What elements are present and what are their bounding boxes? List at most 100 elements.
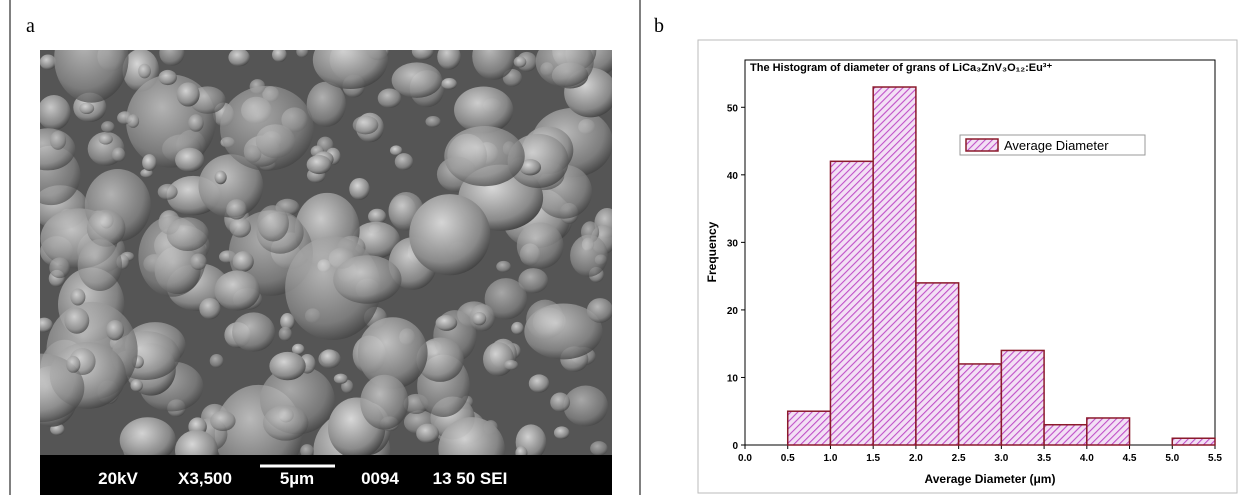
- histogram-bar: [1172, 438, 1215, 445]
- x-axis-label: Average Diameter (μm): [925, 472, 1056, 486]
- grain: [40, 54, 57, 69]
- x-tick-label: 0.5: [781, 453, 795, 464]
- grain: [101, 121, 115, 133]
- x-tick-label: 2.5: [952, 453, 966, 464]
- grain: [79, 103, 94, 114]
- y-tick-label: 30: [727, 238, 739, 249]
- grain: [232, 312, 275, 351]
- grain: [228, 49, 249, 67]
- y-tick-label: 10: [727, 373, 739, 384]
- grain: [269, 352, 305, 380]
- grain: [64, 307, 89, 333]
- grain: [263, 405, 308, 441]
- y-tick-label: 50: [727, 103, 739, 114]
- grain: [444, 126, 524, 186]
- grain: [442, 78, 458, 89]
- grain: [563, 386, 608, 427]
- grain: [437, 44, 461, 70]
- histogram-bar: [1087, 418, 1130, 445]
- grain: [483, 342, 514, 376]
- grain: [279, 327, 292, 341]
- grain: [159, 40, 184, 66]
- histogram-bar: [916, 283, 959, 445]
- grain: [518, 268, 548, 293]
- grain: [220, 86, 314, 171]
- grain: [130, 379, 142, 391]
- grain: [514, 56, 527, 67]
- grain: [307, 155, 332, 174]
- grain: [175, 148, 204, 172]
- grain: [229, 218, 251, 238]
- histogram-bar: [873, 87, 916, 445]
- grain: [333, 255, 401, 304]
- y-tick-label: 0: [732, 441, 738, 452]
- grain: [313, 31, 388, 89]
- legend-swatch: [966, 139, 998, 151]
- grain: [353, 116, 379, 135]
- grain: [587, 298, 613, 323]
- sem-info: 0094: [361, 469, 399, 488]
- grain: [214, 270, 260, 310]
- grain: [66, 356, 80, 373]
- histogram-bar: [788, 411, 831, 445]
- grain: [472, 33, 515, 80]
- histogram-bar: [1044, 425, 1087, 445]
- legend-label: Average Diameter: [1004, 138, 1109, 153]
- grain: [78, 239, 122, 291]
- grain: [167, 217, 209, 251]
- grain: [190, 254, 207, 270]
- y-tick-label: 20: [727, 306, 739, 317]
- grain: [106, 320, 124, 340]
- grain: [517, 222, 564, 268]
- grain: [210, 411, 235, 431]
- grain: [70, 288, 85, 305]
- grain: [504, 360, 518, 370]
- grain: [20, 128, 75, 170]
- grain: [554, 426, 570, 439]
- x-tick-label: 4.5: [1123, 453, 1137, 464]
- grain: [158, 184, 178, 200]
- grain: [158, 70, 176, 85]
- grain: [416, 424, 439, 444]
- grain: [35, 318, 52, 333]
- grain: [215, 171, 227, 185]
- histogram-bar: [830, 161, 873, 445]
- grain: [349, 178, 369, 200]
- grain: [590, 441, 607, 456]
- sem-info: 5µm: [280, 469, 314, 488]
- x-tick-label: 2.0: [909, 453, 923, 464]
- histogram-bar: [1001, 350, 1044, 445]
- grain: [360, 375, 408, 430]
- grain: [199, 298, 220, 319]
- chart-title: The Histogram of diameter of grans of Li…: [750, 62, 1052, 74]
- x-tick-label: 3.5: [1037, 453, 1051, 464]
- grain: [142, 154, 156, 171]
- grain: [226, 199, 247, 219]
- panel-label: b: [654, 15, 664, 37]
- grain: [395, 153, 413, 170]
- sem-info: 20kV: [98, 469, 138, 488]
- grain: [496, 261, 511, 272]
- sem-info: 13 50 SEI: [433, 469, 508, 488]
- grain: [54, 14, 128, 103]
- grain: [37, 95, 70, 130]
- x-tick-label: 1.0: [824, 453, 838, 464]
- grain: [99, 134, 113, 145]
- grain: [368, 209, 386, 224]
- grain: [49, 257, 70, 278]
- grain: [412, 42, 434, 59]
- grain: [550, 393, 570, 412]
- histogram-bar: [959, 364, 1002, 445]
- grain: [425, 116, 440, 127]
- x-tick-label: 5.0: [1165, 453, 1179, 464]
- figure: a b The Histogram of diameter of grans o…: [0, 0, 1247, 495]
- grain: [334, 374, 348, 384]
- grain: [511, 322, 523, 335]
- y-axis-label: Frequency: [705, 221, 719, 282]
- grain: [177, 82, 200, 106]
- grain: [138, 64, 151, 79]
- grain: [272, 47, 287, 62]
- grain: [257, 205, 289, 241]
- grain: [188, 114, 204, 132]
- grain: [296, 45, 308, 57]
